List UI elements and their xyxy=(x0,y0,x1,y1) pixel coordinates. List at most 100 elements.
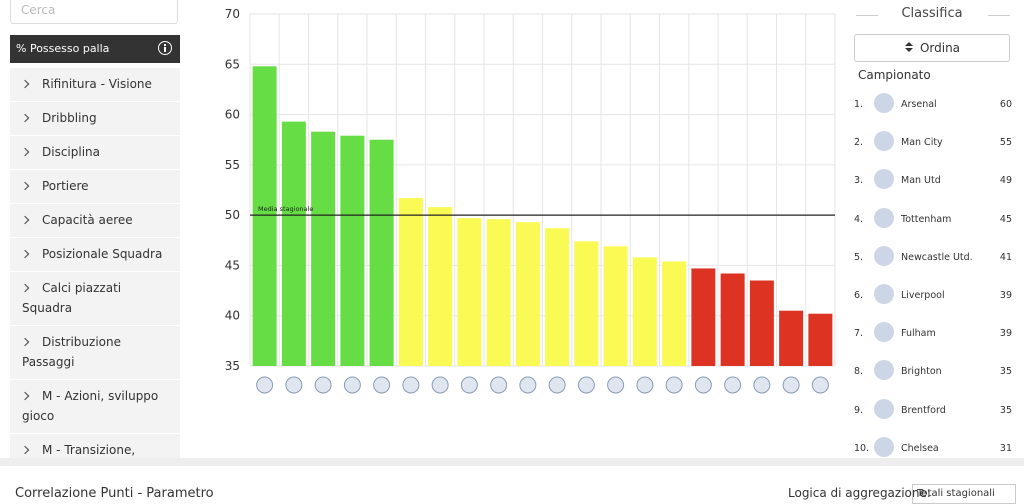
team-crest xyxy=(874,284,894,304)
team-logo xyxy=(782,376,800,394)
team-logo xyxy=(343,376,361,394)
bar xyxy=(662,261,687,366)
ranking-row: 10. Chelsea 31 xyxy=(854,436,1012,458)
y-tick-label: 60 xyxy=(225,108,240,122)
ranking-row: 8. Brighton 35 xyxy=(854,360,1012,381)
points: 49 xyxy=(999,175,1012,187)
menu-item[interactable]: Posizionale Squadra xyxy=(10,238,180,272)
bar xyxy=(779,310,804,366)
team-name: Arsenal xyxy=(901,99,937,110)
team-logo xyxy=(811,376,829,394)
chevron-icon xyxy=(20,181,30,191)
bar xyxy=(808,313,833,366)
bar xyxy=(632,257,657,366)
menu-item-label: Distribuzione Passaggi xyxy=(22,335,121,369)
menu-item-label: Capacità aeree xyxy=(42,213,133,227)
metric-label: % Possesso palla xyxy=(16,42,110,55)
menu-item[interactable]: Portiere xyxy=(10,170,180,204)
team-name: Man City xyxy=(901,137,943,149)
bar xyxy=(603,246,628,366)
ranking-row: 4. Tottenham 45 xyxy=(854,207,1012,229)
bar xyxy=(311,131,336,366)
divider xyxy=(988,15,1010,16)
sort-button[interactable]: Ordina xyxy=(854,34,1010,62)
rank: 2. xyxy=(854,137,864,149)
y-tick-label: 35 xyxy=(225,359,240,373)
section-title: Correlazione Punti - Parametro xyxy=(15,486,214,501)
chevron-icon xyxy=(20,79,30,89)
menu-item[interactable]: Distribuzione Passaggi xyxy=(10,326,180,380)
rank: 3. xyxy=(854,175,864,187)
team-crest xyxy=(874,322,894,343)
ranking-subtitle: Campionato xyxy=(858,68,931,82)
points: 45 xyxy=(999,213,1012,225)
menu-item-label: M - Transizione, riagressione xyxy=(42,443,136,457)
team-logo xyxy=(548,376,566,394)
chevron-icon xyxy=(20,113,30,123)
bar xyxy=(252,66,277,366)
menu-item[interactable]: Calci piazzati Squadra xyxy=(10,272,180,326)
sort-icon xyxy=(904,42,913,52)
rank: 5. xyxy=(854,251,864,263)
bar xyxy=(369,139,394,366)
team-crest xyxy=(874,207,894,228)
team-logo xyxy=(607,376,625,394)
bar xyxy=(457,218,482,366)
info-icon[interactable] xyxy=(158,41,172,55)
points: 35 xyxy=(999,366,1012,378)
team-crest xyxy=(874,245,894,266)
average-label: Media stagionale xyxy=(258,205,313,213)
menu-item-label: Portiere xyxy=(42,179,89,193)
points: 31 xyxy=(999,442,1012,454)
points: 41 xyxy=(999,251,1012,263)
chevron-icon xyxy=(20,249,30,259)
bar xyxy=(398,198,423,366)
bar xyxy=(486,219,511,366)
rank: 1. xyxy=(854,99,864,110)
search-box[interactable]: Cerca xyxy=(10,0,178,24)
bar xyxy=(515,222,540,366)
selected-metric[interactable]: % Possesso palla xyxy=(10,35,180,63)
points: 60 xyxy=(999,99,1012,110)
y-tick-label: 50 xyxy=(225,208,240,222)
team-logo xyxy=(256,376,274,394)
bar xyxy=(340,135,365,366)
ranking-title: Classifica xyxy=(901,6,963,21)
aggregation-select[interactable]: Totali stagionali xyxy=(912,484,1016,504)
menu-item[interactable]: M - Azioni, sviluppo gioco xyxy=(10,380,180,434)
menu-item-label: Dribbling xyxy=(42,111,97,125)
menu-item[interactable]: Dribbling xyxy=(10,102,180,136)
menu-item-label: M - Azioni, sviluppo gioco xyxy=(22,389,159,423)
points: 39 xyxy=(999,290,1012,301)
team-name: Man Utd xyxy=(901,175,941,187)
team-crest xyxy=(874,360,894,381)
chevron-icon xyxy=(20,283,30,293)
team-name: Chelsea xyxy=(901,442,939,454)
points: 55 xyxy=(999,137,1012,149)
bar xyxy=(428,207,453,366)
metric-menu: Rifinitura - Visione Dribbling Disciplina P… xyxy=(10,68,180,460)
bar xyxy=(749,280,774,366)
menu-item[interactable]: Disciplina xyxy=(10,136,180,170)
team-name: Tottenham xyxy=(901,213,952,225)
menu-item-label: Calci piazzati Squadra xyxy=(22,281,122,315)
y-tick-label: 70 xyxy=(225,7,240,21)
team-logo xyxy=(577,376,595,394)
ranking-row: 5. Newcastle Utd. 41 xyxy=(854,245,1012,267)
menu-item-label: Posizionale Squadra xyxy=(42,247,163,261)
team-logo xyxy=(402,376,420,394)
menu-item[interactable]: M - Transizione, riagressione xyxy=(10,434,180,460)
y-tick-label: 40 xyxy=(225,309,240,323)
team-logo xyxy=(431,376,449,394)
y-tick-label: 65 xyxy=(225,57,240,71)
separator xyxy=(0,458,1024,466)
team-name: Newcastle Utd. xyxy=(901,251,973,263)
team-logo xyxy=(636,376,654,394)
team-name: Brentford xyxy=(901,404,946,416)
team-logo xyxy=(724,376,742,394)
ranking-row: 2. Man City 55 xyxy=(854,131,1012,152)
menu-item[interactable]: Rifinitura - Visione xyxy=(10,68,180,102)
team-crest xyxy=(874,398,894,419)
menu-item[interactable]: Capacità aeree xyxy=(10,204,180,238)
